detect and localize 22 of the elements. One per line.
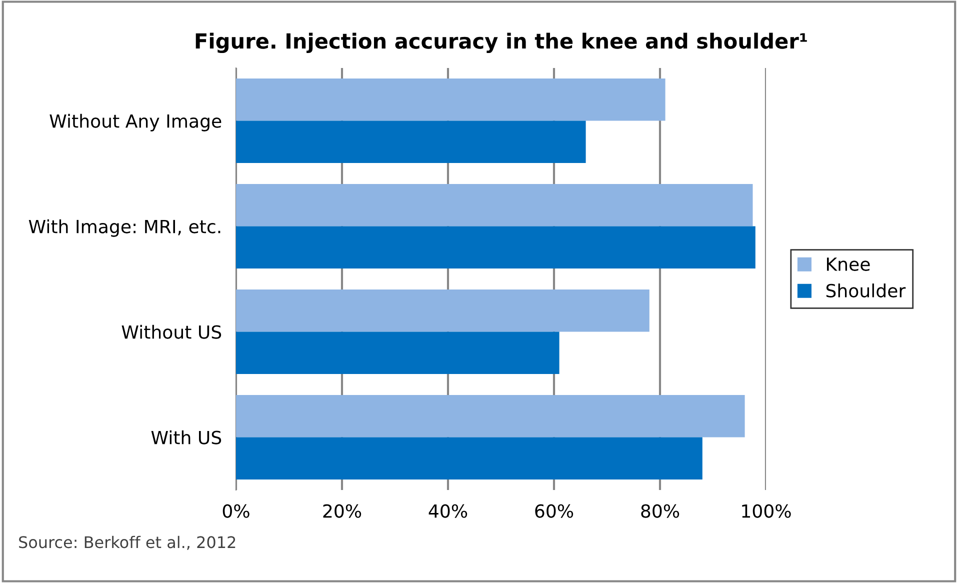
y-tick-label: Without US xyxy=(122,324,222,339)
bar xyxy=(236,395,745,438)
bar xyxy=(236,120,586,163)
y-tick-label: With US xyxy=(151,430,222,444)
x-tick-label: 100% xyxy=(742,504,791,518)
source-note: Source: Berkoff et al., 2012 xyxy=(19,536,236,550)
bar xyxy=(236,290,650,332)
chart-title: Figure. Injection accuracy in the knee and shoulder¹ xyxy=(196,32,807,54)
x-tick-label: 60% xyxy=(535,504,574,518)
x-tick-label: 40% xyxy=(428,504,468,518)
x-tick-label: 0% xyxy=(222,504,250,518)
legend-label: Knee xyxy=(827,258,870,271)
y-tick-label: With Image: MRI, etc. xyxy=(28,219,220,237)
bar xyxy=(236,226,756,268)
bar xyxy=(236,437,702,480)
bar xyxy=(236,332,560,374)
bar xyxy=(236,78,666,121)
legend-label: Shoulder xyxy=(826,284,906,298)
bar xyxy=(236,184,753,226)
y-tick-label: Without Any Image xyxy=(50,114,222,132)
x-tick-label: 80% xyxy=(641,504,680,518)
x-tick-label: 20% xyxy=(323,504,362,518)
